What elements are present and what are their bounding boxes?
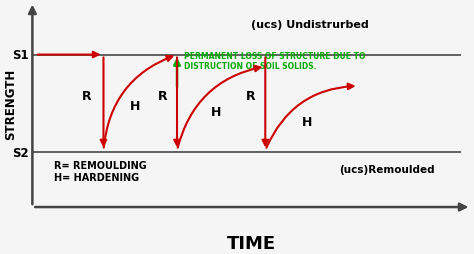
Text: H: H: [130, 100, 140, 113]
FancyArrowPatch shape: [104, 57, 172, 148]
Text: H: H: [211, 105, 221, 118]
Text: (ucs)Remoulded: (ucs)Remoulded: [339, 164, 435, 174]
FancyArrowPatch shape: [178, 67, 260, 148]
Text: S1: S1: [12, 49, 28, 62]
FancyArrowPatch shape: [266, 84, 353, 148]
Text: STRENGTH: STRENGTH: [4, 69, 17, 139]
Text: PERMANENT LOSS OF STRUCTURE DUE TO
DISTRUCTION OF SOIL SOLIDS.: PERMANENT LOSS OF STRUCTURE DUE TO DISTR…: [184, 52, 366, 71]
Text: S2: S2: [12, 146, 28, 159]
Text: R: R: [82, 90, 91, 103]
Text: R: R: [157, 90, 167, 103]
Text: R: R: [246, 90, 255, 103]
Text: TIME: TIME: [227, 234, 276, 252]
Text: H: H: [302, 115, 312, 128]
Text: R= REMOULDING
H= HARDENING: R= REMOULDING H= HARDENING: [55, 161, 147, 182]
Text: (ucs) Undistrurbed: (ucs) Undistrurbed: [251, 20, 368, 30]
